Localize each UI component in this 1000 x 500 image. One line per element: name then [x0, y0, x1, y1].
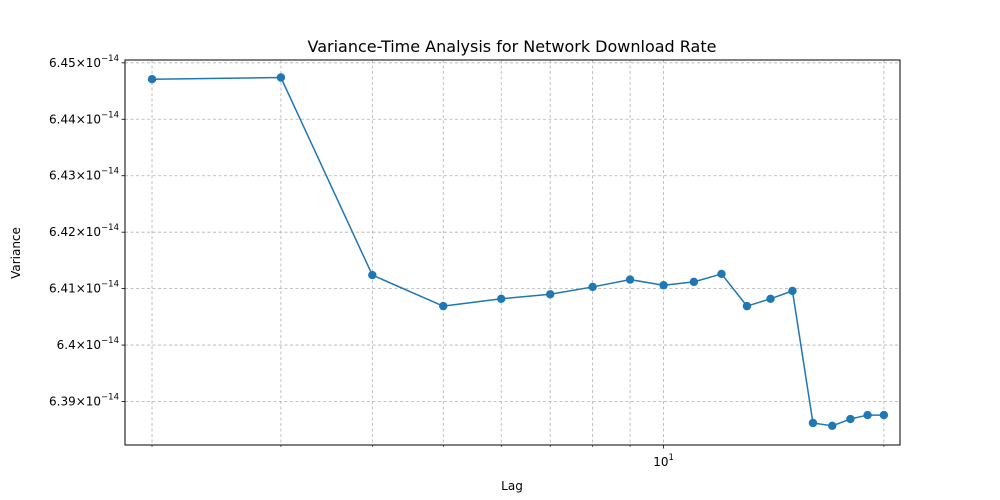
x-tick-base: 10 [653, 455, 668, 469]
data-point [276, 73, 286, 82]
x-tick-exponent: 1 [669, 453, 674, 463]
series-line [152, 76, 884, 427]
data-point [147, 74, 157, 84]
data-point [863, 410, 872, 420]
y-tick-label: 6.41×10−14 [49, 280, 119, 296]
data-point [439, 301, 448, 311]
y-tick-times: ×10 [76, 338, 101, 352]
y-tick-exponent: −14 [101, 167, 119, 177]
x-axis-label: Lag [501, 479, 523, 493]
data-point [879, 410, 889, 420]
y-tick-exponent: −14 [101, 54, 119, 64]
data-point [766, 294, 775, 303]
data-point [846, 414, 855, 424]
y-tick-times: ×10 [76, 112, 101, 126]
y-tick-mantissa: 6.4 [57, 338, 76, 352]
y-tick-exponent: −14 [101, 223, 119, 233]
y-axis-label: Variance [9, 227, 23, 279]
y-tick-mantissa: 6.44 [49, 112, 76, 126]
data-point [497, 294, 506, 303]
grid [125, 60, 900, 445]
y-tick-mantissa: 6.41 [49, 282, 76, 296]
y-tick-times: ×10 [76, 225, 101, 239]
y-tick-label: 6.39×10−14 [49, 393, 119, 409]
y-tick-mantissa: 6.43 [49, 169, 76, 183]
y-tick-label: 6.45×10−14 [49, 54, 119, 70]
data-point [368, 270, 377, 280]
y-tick-times: ×10 [76, 282, 101, 296]
y-tick-exponent: −14 [101, 280, 119, 290]
data-point [588, 282, 597, 292]
data-point [546, 290, 555, 299]
y-tick-label: 6.43×10−14 [49, 167, 119, 183]
y-tick-label: 6.42×10−14 [49, 223, 119, 239]
data-point [808, 418, 818, 428]
chart-title: Variance-Time Analysis for Network Downl… [308, 37, 717, 56]
axes: 6.39×10−146.4×10−146.41×10−146.42×10−146… [49, 54, 885, 469]
data-point [659, 281, 668, 290]
data-point [717, 269, 726, 279]
data-point [689, 277, 699, 287]
y-tick-exponent: −14 [101, 110, 119, 120]
data-point [742, 301, 752, 311]
y-tick-mantissa: 6.42 [49, 225, 76, 239]
y-tick-label: 6.4×10−14 [57, 336, 119, 352]
y-tick-exponent: −14 [101, 336, 119, 346]
y-tick-label: 6.44×10−14 [49, 110, 119, 126]
y-tick-mantissa: 6.39 [49, 395, 76, 409]
data-point [828, 421, 837, 431]
data-point [625, 275, 635, 284]
x-tick-label: 101 [653, 453, 674, 469]
y-tick-times: ×10 [76, 56, 101, 70]
y-tick-times: ×10 [76, 169, 101, 183]
data-point [788, 286, 797, 296]
y-tick-times: ×10 [76, 395, 101, 409]
data-series [147, 73, 889, 431]
plot-frame [124, 59, 901, 446]
y-tick-exponent: −14 [101, 393, 119, 403]
y-tick-mantissa: 6.45 [49, 56, 76, 70]
